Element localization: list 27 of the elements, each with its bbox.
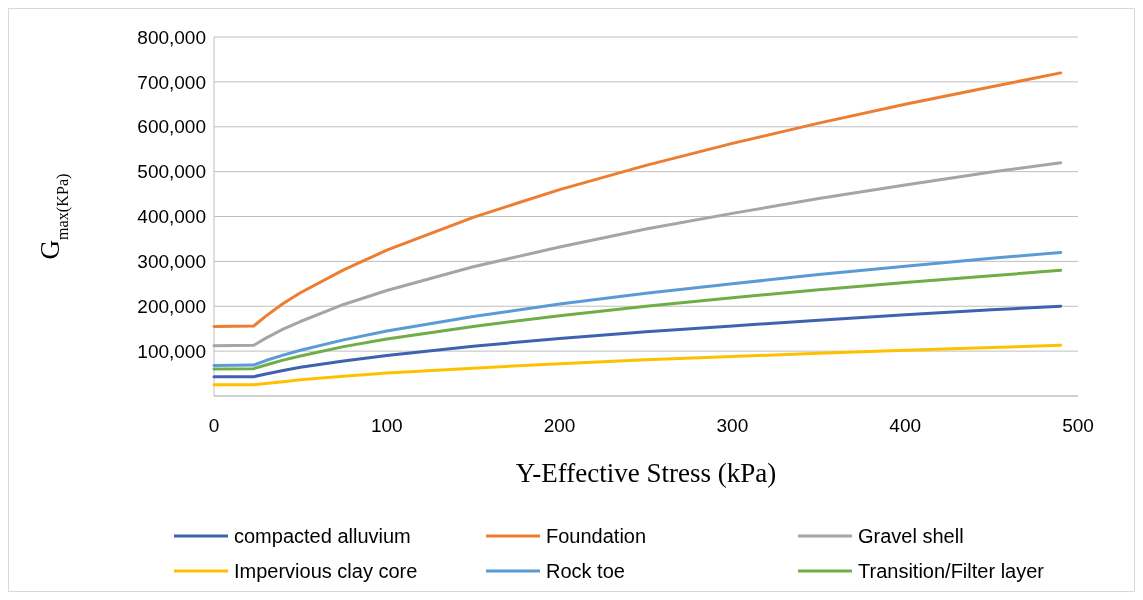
y-tick-label: 400,000	[137, 206, 206, 228]
x-tick-label: 300	[716, 415, 749, 436]
line-series	[212, 304, 1063, 379]
legend-label: Transition/Filter layer	[858, 560, 1045, 582]
line-series	[212, 250, 1063, 367]
y-tick-label: 300,000	[137, 251, 206, 273]
line-series	[212, 71, 1063, 328]
x-tick-label: 200	[543, 415, 576, 436]
legend-label: compacted alluvium	[234, 525, 411, 547]
x-tick-label: 0	[208, 415, 220, 436]
legend-label: Rock toe	[546, 560, 625, 582]
line-series	[212, 161, 1063, 348]
line-series	[212, 343, 1063, 387]
legend-label: Foundation	[546, 525, 647, 547]
y-tick-label: 800,000	[137, 26, 206, 48]
y-tick-label: 700,000	[137, 71, 206, 93]
y-tick-label: 600,000	[137, 116, 206, 138]
x-tick-label: 400	[889, 415, 922, 436]
legend-label: Gravel shell	[858, 525, 964, 547]
y-tick-label: 100,000	[137, 340, 206, 362]
y-tick-label: 500,000	[137, 161, 206, 183]
x-axis-title: Y-Effective Stress (kPa)	[515, 458, 777, 488]
line-series	[212, 268, 1063, 371]
x-tick-label: 500	[1062, 415, 1094, 436]
y-tick-label: 200,000	[137, 295, 206, 317]
x-tick-label: 100	[370, 415, 403, 436]
legend-label: Impervious clay core	[234, 560, 418, 582]
